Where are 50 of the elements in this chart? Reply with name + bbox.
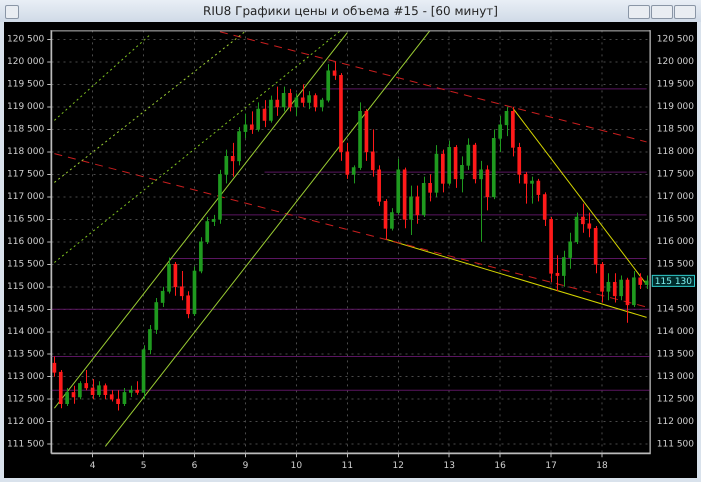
y-tick-label: 117 500: [7, 170, 44, 180]
x-tick-label: 11: [342, 460, 354, 471]
x-tick-label: 9: [242, 460, 249, 471]
x-tick-label: 10: [290, 460, 302, 471]
y2-tick-label: 116 000: [656, 237, 694, 248]
y2-tick-label: 118 000: [656, 147, 694, 158]
y-tick-label: 113 500: [7, 350, 44, 360]
y2-tick-label: 113 000: [656, 372, 694, 382]
y2-tick-label: 112 500: [656, 394, 694, 405]
x-tick-label: 5: [140, 460, 146, 471]
y2-tick-label: 120 500: [656, 34, 694, 45]
y2-tick-label: 115 500: [656, 260, 694, 270]
y2-tick-label: 119 000: [656, 102, 694, 112]
y2-tick-label: 116 500: [656, 214, 694, 225]
y2-tick-label: 114 500: [656, 304, 694, 315]
y-tick-label: 119 500: [7, 80, 44, 90]
y2-tick-label: 120 000: [656, 57, 694, 68]
y-tick-label: 114 000: [7, 327, 44, 338]
y-tick-label: 114 500: [7, 304, 44, 315]
y-tick-label: 112 000: [7, 417, 44, 428]
x-tick-label: 18: [596, 460, 608, 471]
y-tick-label: 117 000: [7, 192, 44, 202]
y-tick-label: 116 500: [7, 214, 44, 225]
y-tick-label: 113 000: [7, 372, 44, 382]
y2-tick-label: 114 000: [656, 327, 694, 338]
x-tick-label: 17: [545, 460, 557, 471]
y2-tick-label: 112 000: [656, 417, 694, 428]
y2-tick-label: 119 500: [656, 80, 694, 90]
y-tick-label: 116 000: [7, 237, 44, 248]
y-tick-label: 118 000: [7, 147, 44, 158]
x-tick-label: 16: [494, 460, 506, 471]
y2-tick-label: 117 000: [656, 192, 694, 202]
text: 115 130: [654, 276, 692, 287]
x-tick-label: 13: [443, 460, 455, 471]
y-tick-label: 112 500: [7, 394, 44, 405]
y2-tick-label: 113 500: [656, 350, 694, 360]
y-tick-label: 115 000: [7, 282, 44, 292]
y-tick-label: 111 500: [7, 440, 44, 450]
y-tick-label: 118 500: [7, 124, 44, 135]
y-tick-label: 120 000: [7, 57, 44, 68]
y2-tick-label: 117 500: [656, 170, 694, 180]
x-tick-label: 6: [192, 460, 198, 471]
chart-title: RIU8 Графики цены и объема #15 - [60 минут]: [202, 4, 499, 18]
y2-tick-label: 111 500: [656, 440, 694, 450]
y-tick-label: 120 500: [7, 34, 44, 45]
y-tick-label: 119 000: [7, 102, 44, 112]
y-tick-label: 115 500: [7, 260, 44, 270]
x-tick-label: 4: [90, 460, 96, 471]
y2-tick-label: 118 500: [656, 124, 694, 135]
x-tick-label: 12: [392, 460, 404, 471]
